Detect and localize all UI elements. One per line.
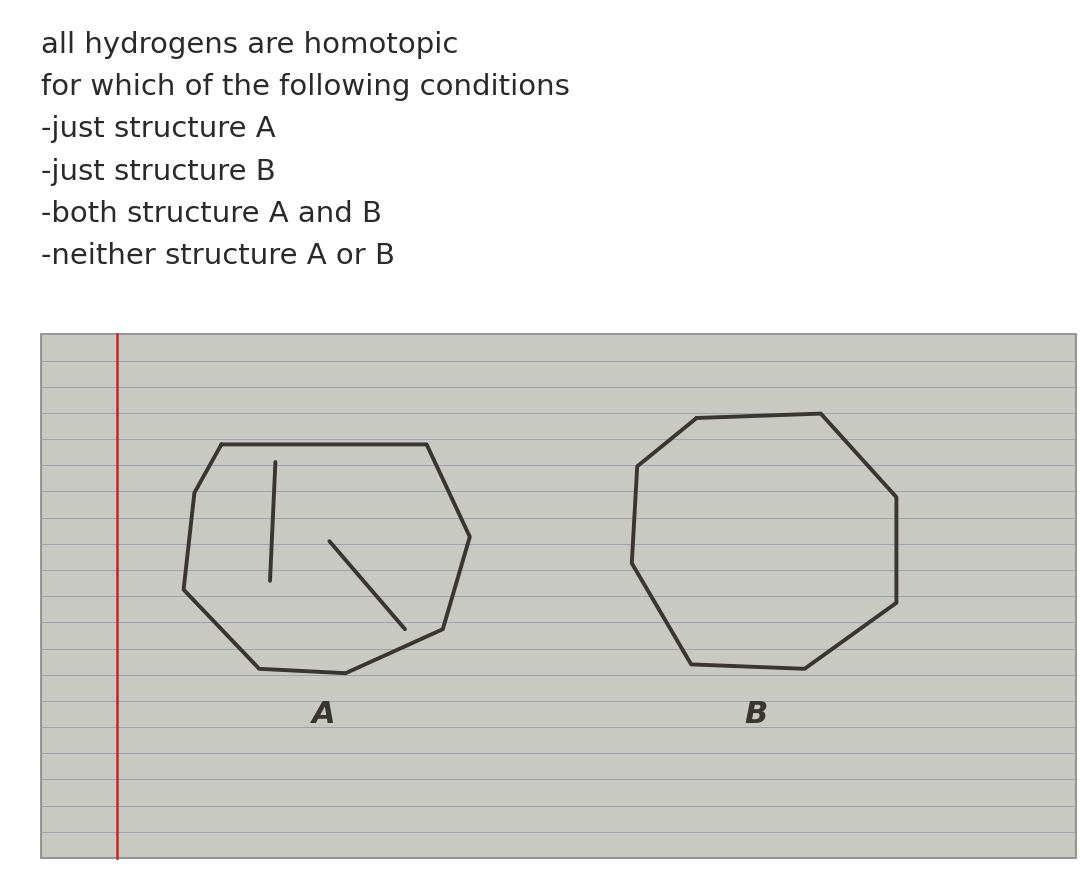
Text: A: A bbox=[312, 700, 336, 729]
Text: -just structure A: -just structure A bbox=[41, 115, 275, 143]
Text: for which of the following conditions: for which of the following conditions bbox=[41, 73, 570, 101]
Text: -both structure A and B: -both structure A and B bbox=[41, 200, 382, 228]
Text: -neither structure A or B: -neither structure A or B bbox=[41, 242, 395, 270]
Text: B: B bbox=[744, 700, 768, 729]
Text: -just structure B: -just structure B bbox=[41, 158, 275, 186]
Text: all hydrogens are homotopic: all hydrogens are homotopic bbox=[41, 31, 458, 59]
Bar bbox=[41, 334, 1076, 858]
